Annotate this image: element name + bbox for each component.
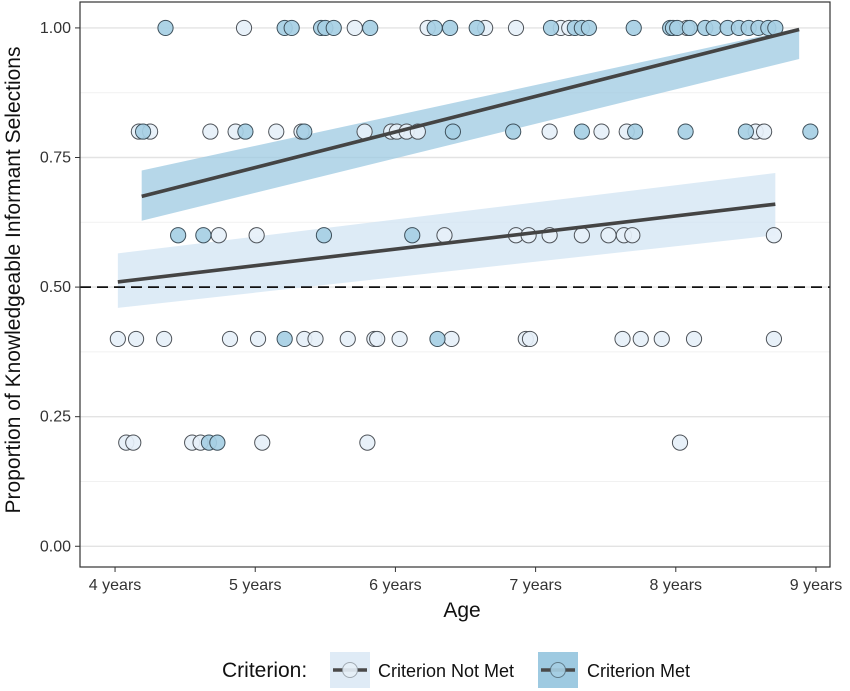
- data-point-criterion-not-met: [346, 19, 363, 37]
- data-point-criterion-not-met: [624, 227, 641, 244]
- y-axis-title: Proportion of Knowledgeable Informant Se…: [2, 47, 25, 514]
- confidence-bands: [117, 27, 800, 308]
- data-point-criterion-met: [362, 19, 379, 37]
- data-point-criterion-not-met: [156, 330, 173, 348]
- data-point-criterion-not-met: [521, 330, 539, 348]
- data-point-criterion-met: [134, 123, 152, 140]
- data-point-criterion-met: [170, 227, 187, 244]
- data-point-criterion-met: [625, 19, 642, 37]
- data-point-criterion-met: [627, 123, 644, 140]
- data-point-criterion-met: [157, 19, 174, 37]
- legend-entry-criterion-not-met: Criterion Not Met: [330, 652, 514, 688]
- data-point-criterion-not-met: [127, 330, 145, 348]
- data-point-criterion-met: [276, 330, 293, 348]
- data-point-criterion-not-met: [685, 330, 703, 348]
- data-point-criterion-not-met: [369, 330, 386, 348]
- y-tick-label: 0.00: [40, 538, 71, 555]
- data-point-criterion-met: [580, 19, 597, 37]
- data-point-criterion-met: [209, 434, 226, 451]
- legend-key-met-point: [550, 662, 566, 678]
- data-point-criterion-met: [705, 19, 722, 37]
- legend-label-criterion-not-met: Criterion Not Met: [378, 661, 514, 681]
- data-point-criterion-met: [802, 123, 819, 140]
- data-point-criterion-not-met: [756, 123, 773, 140]
- fit-lines: [117, 27, 800, 284]
- data-point-criterion-met: [283, 19, 300, 37]
- data-point-criterion-not-met: [436, 227, 453, 244]
- data-point-criterion-not-met: [248, 227, 265, 244]
- data-point-criterion-not-met: [339, 330, 356, 348]
- y-tick-label: 0.75: [40, 150, 71, 167]
- data-point-criterion-not-met: [507, 19, 525, 37]
- data-point-criterion-met: [315, 227, 333, 244]
- legend-entry-criterion-met: Criterion Met: [538, 652, 690, 688]
- data-point-criterion-met: [542, 19, 560, 37]
- data-point-criterion-met: [573, 123, 590, 140]
- x-axis-title: Age: [443, 599, 480, 622]
- x-tick-label: 4 years: [89, 577, 141, 594]
- data-point-criterion-not-met: [671, 434, 689, 451]
- data-point-criterion-met: [429, 330, 446, 348]
- x-tick-label: 8 years: [650, 577, 702, 594]
- data-point-criterion-not-met: [573, 227, 590, 244]
- axes: 0.00 0.25 0.50 0.75 1.00 4 years 5 years 6 year…: [40, 20, 842, 594]
- data-point-criterion-met: [737, 123, 754, 140]
- plot-panel-border: [79, 1, 831, 568]
- data-point-criterion-not-met: [235, 19, 253, 37]
- data-point-criterion-met: [441, 19, 459, 37]
- data-point-criterion-met: [444, 123, 461, 140]
- x-tick-label: 7 years: [509, 577, 561, 594]
- y-tick-label: 0.50: [40, 279, 71, 296]
- data-point-criterion-met: [404, 227, 421, 244]
- data-point-criterion-not-met: [125, 434, 142, 451]
- data-point-criterion-not-met: [614, 330, 631, 348]
- data-point-criterion-not-met: [765, 227, 783, 244]
- legend: Criterion: Criterion Not Met Criterion M…: [222, 652, 690, 688]
- confidence-band-criterion-met: [141, 27, 800, 221]
- data-point-criterion-not-met: [249, 330, 267, 348]
- data-point-criterion-met: [325, 19, 342, 37]
- data-point-criterion-not-met: [600, 227, 617, 244]
- data-point-criterion-not-met: [109, 330, 126, 348]
- data-point-criterion-not-met: [593, 123, 610, 140]
- x-tick-label: 5 years: [229, 577, 281, 594]
- legend-title: Criterion:: [222, 659, 307, 682]
- data-point-criterion-not-met: [359, 434, 376, 451]
- data-point-criterion-not-met: [268, 123, 285, 140]
- x-tick-label: 6 years: [369, 577, 421, 594]
- data-point-criterion-not-met: [221, 330, 239, 348]
- y-tick-label: 0.25: [40, 409, 71, 426]
- legend-label-criterion-met: Criterion Met: [587, 661, 690, 681]
- data-point-criterion-not-met: [307, 330, 324, 348]
- data-point-criterion-not-met: [541, 123, 558, 140]
- data-point-criterion-met: [195, 227, 212, 244]
- x-tick-label: 9 years: [790, 577, 842, 594]
- data-point-criterion-not-met: [632, 330, 649, 348]
- data-point-criterion-not-met: [765, 330, 783, 348]
- data-point-criterion-met: [505, 123, 522, 140]
- data-point-criterion-not-met: [210, 227, 227, 244]
- data-point-criterion-met: [681, 19, 698, 37]
- data-points: [109, 19, 819, 451]
- y-tick-label: 1.00: [40, 20, 71, 37]
- data-point-criterion-met: [468, 19, 485, 37]
- data-point-criterion-met: [677, 123, 694, 140]
- data-point-criterion-not-met: [254, 434, 271, 451]
- data-point-criterion-met: [296, 123, 313, 140]
- fit-line-criterion-met: [141, 27, 800, 199]
- data-point-criterion-not-met: [653, 330, 670, 348]
- fit-line-criterion-not-met: [117, 202, 776, 284]
- data-point-criterion-not-met: [202, 123, 219, 140]
- legend-key-not-met-point: [342, 662, 358, 678]
- data-point-criterion-met: [237, 123, 254, 140]
- data-point-criterion-not-met: [391, 330, 408, 348]
- data-point-criterion-met: [426, 19, 443, 37]
- data-point-criterion-not-met: [443, 330, 460, 348]
